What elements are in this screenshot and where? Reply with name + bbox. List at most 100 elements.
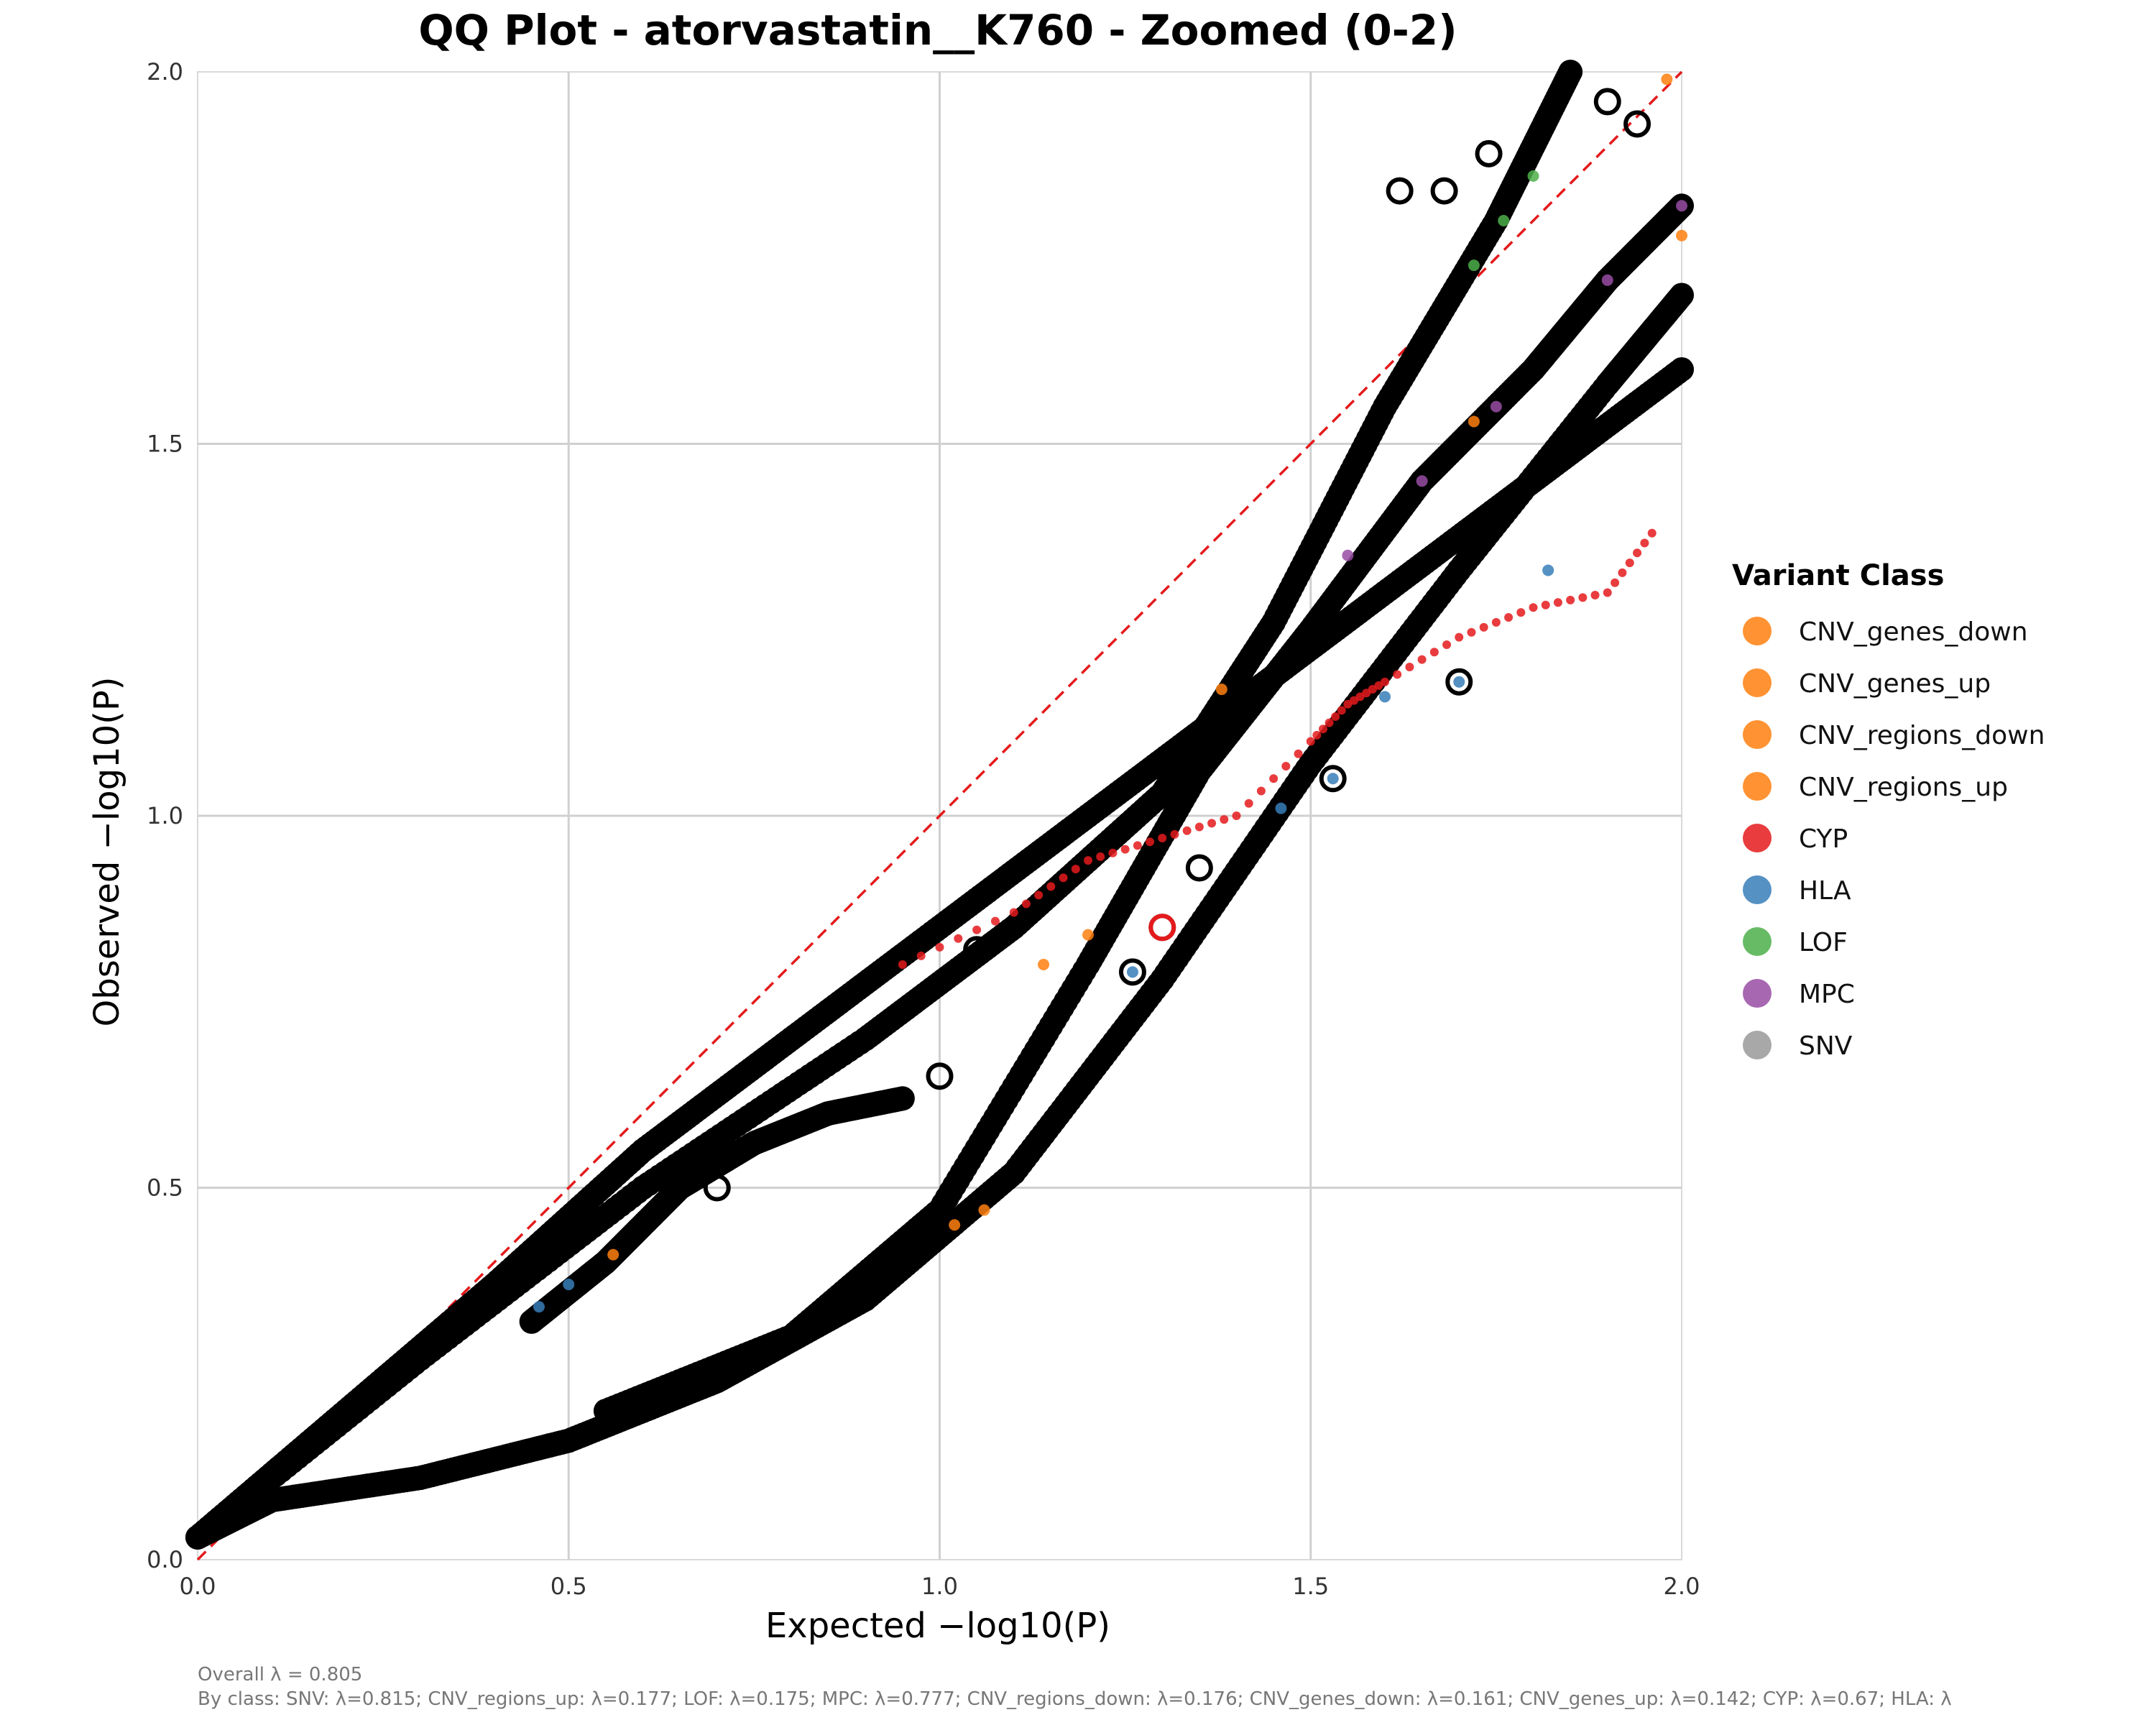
cyp-point [1096,852,1105,861]
outlier-ring [1118,958,1146,986]
legend-item-label: CYP [1799,824,1848,854]
point-cnv-genes-down [949,1219,961,1231]
snv-point [1669,357,1694,382]
x-tick-label: 1.0 [921,1573,958,1600]
legend: Variant Class CNV_genes_down CNV_genes_up… [1732,559,2045,1061]
cyp-point [1059,873,1068,883]
legend-swatch [1743,720,1772,749]
legend-item-label: MPC [1799,980,1855,1009]
cyp-point [1625,558,1634,568]
legend-item-label: LOF [1799,928,1848,957]
outlier-ring [1386,177,1414,205]
point-hla [1379,691,1391,703]
point-mpc [1416,475,1428,487]
cyp-point [1084,856,1092,865]
series-cyp [898,528,1657,969]
legend-item-label: CNV_genes_up [1799,669,1991,699]
outlier-ring [963,936,991,964]
cyp-point [1429,648,1439,657]
snv-point [1558,60,1583,84]
cyp-point [1504,613,1514,622]
outlier-ring [703,1174,731,1202]
point-hla [1275,802,1287,814]
cyp-point [1442,640,1452,649]
legend-swatch [1743,824,1772,852]
series-lof [1468,170,1539,272]
y-tick-label: 1.0 [147,802,183,829]
point-mpc [1490,400,1502,413]
point-cnv-genes-down [978,1204,990,1216]
cyp-point [1256,786,1266,796]
cyp-point [1146,837,1155,847]
cyp-point [1207,819,1217,828]
cyp-point [1337,706,1346,715]
cyp-point [1325,718,1334,727]
x-tick-label: 2.0 [1664,1573,1700,1600]
point-hla [563,1279,575,1291]
legend-title: Variant Class [1732,559,1944,592]
outlier-ring [1430,177,1458,205]
cyp-point [1374,681,1383,690]
highlighted-outliers [703,88,1651,1202]
cyp-point [954,934,963,943]
cyp-point [1590,590,1600,599]
cyp-point [1294,749,1303,758]
legend-swatch [1743,875,1772,904]
by-class-lambda-note: By class: SNV: λ=0.815; CNV_regions_up: … [198,1688,1952,1710]
point-lof [1498,215,1510,226]
point-cnv-genes-down [1468,415,1480,428]
cyp-point [1633,548,1642,558]
cyp-point [1318,724,1327,734]
outlier-ring [926,1062,954,1090]
cyp-point [1331,712,1340,721]
cyp-point [1417,655,1427,664]
cyp-point [1618,568,1627,577]
point-mpc [1342,549,1354,561]
point-cnv-genes-down [1082,929,1094,941]
cyp-point [1133,841,1142,850]
series-snv [593,193,1694,1423]
cyp-point [935,942,944,952]
cyp-point [1232,811,1241,820]
snv-point [1669,282,1694,308]
legend-swatch [1743,979,1772,1008]
cyp-point [1021,899,1031,908]
cyp-point [1455,632,1464,642]
cyp-point [1467,627,1476,637]
legend-swatch [1743,772,1772,801]
point-cnv-genes-down [1038,959,1050,970]
series-hla [533,564,1554,1313]
point-hla [1126,966,1138,978]
reference-line [196,70,1683,1561]
point-hla [1542,564,1554,576]
cyp-point [1343,699,1353,709]
point-lof [1468,259,1480,272]
cyp-point [1529,603,1538,612]
outlier-ring [1185,854,1213,882]
cyp-point [1566,595,1575,604]
x-axis-label: Expected −log10(P) [765,1606,1110,1646]
outlier-ring [1623,110,1651,138]
cyp-point [1220,815,1229,824]
y-tick-label: 1.5 [147,431,183,458]
cyp-point [1120,845,1130,854]
cyp-point [1158,834,1167,843]
legend-item-label: CNV_genes_down [1799,617,2028,647]
cyp-point [1009,908,1018,917]
cyp-point [1491,617,1501,627]
cyp-point [1516,608,1526,617]
point-cnv-genes-down [1661,73,1673,86]
y-tick-label: 0.5 [147,1174,183,1202]
series-snv [185,60,1583,1550]
cyp-outlier-ring [1148,914,1176,942]
cyp-point [1269,774,1279,783]
point-cnv-genes-down [607,1248,619,1261]
cyp-point [1281,762,1291,770]
cyp-point [1170,829,1179,839]
cyp-point [1368,685,1377,694]
legend-swatch [1743,927,1772,956]
cyp-point [1393,670,1402,679]
snv-point [890,1086,915,1111]
legend-item-label: HLA [1799,876,1851,906]
